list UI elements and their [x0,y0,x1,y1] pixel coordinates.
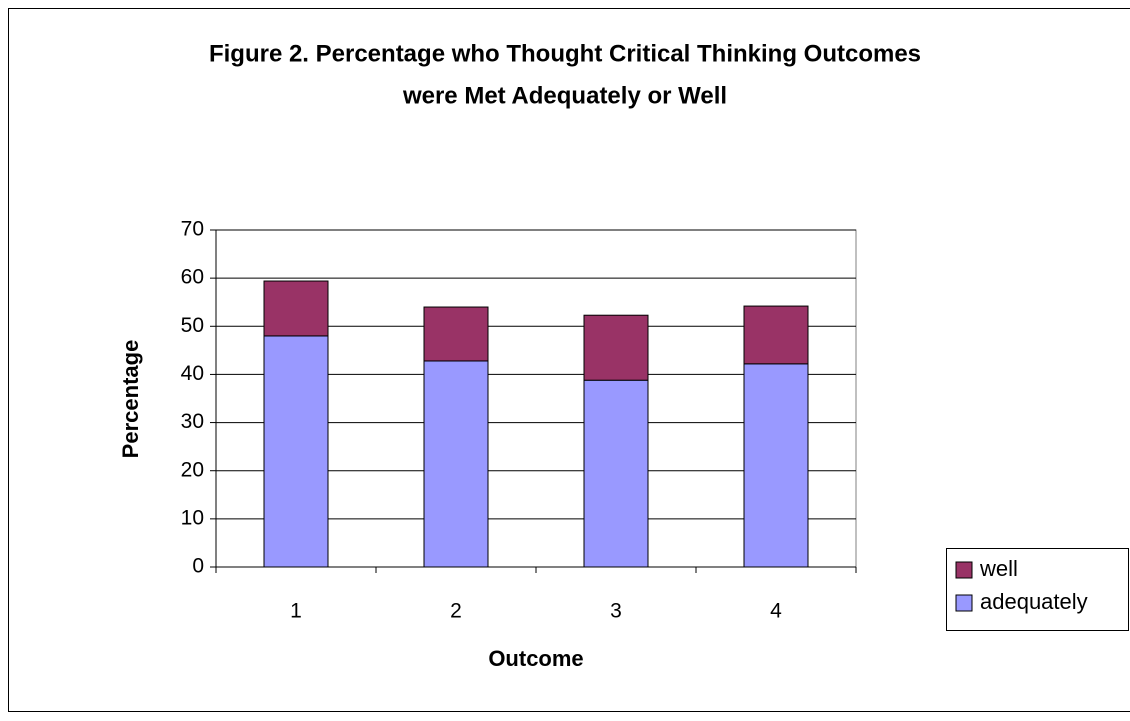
y-tick-label: 50 [181,314,204,337]
x-tick-label: 1 [290,600,302,623]
y-tick-label: 60 [181,266,204,289]
legend-label: adequately [980,589,1088,614]
bar-segment [263,280,329,337]
legend-label: well [979,556,1018,581]
x-axis-label: Outcome [488,646,583,671]
y-tick-label: 30 [181,410,204,433]
y-tick-label: 40 [181,362,204,385]
x-tick-label: 3 [610,600,622,623]
bar-segment [423,360,489,568]
chart-title: Figure 2. Percentage who Thought Critica… [209,40,921,67]
bar-segment [423,306,489,362]
bar-segment [743,363,809,568]
y-tick-label: 70 [181,218,204,241]
x-tick-label: 4 [770,600,782,623]
y-tick-label: 20 [181,458,204,481]
bar-segment [263,335,329,568]
x-tick-label: 2 [450,600,462,623]
bar-segment [583,314,649,381]
y-tick-label: 0 [192,555,204,578]
chart-title: were Met Adequately or Well [402,82,727,109]
legend-swatch [955,561,973,579]
legend-swatch [955,594,973,612]
bar-segment [743,305,809,365]
chart-frame [8,8,1130,712]
legend-box [946,548,1129,631]
y-axis-label: Percentage [118,340,143,459]
y-tick-label: 10 [181,506,204,529]
bar-segment [583,379,649,568]
